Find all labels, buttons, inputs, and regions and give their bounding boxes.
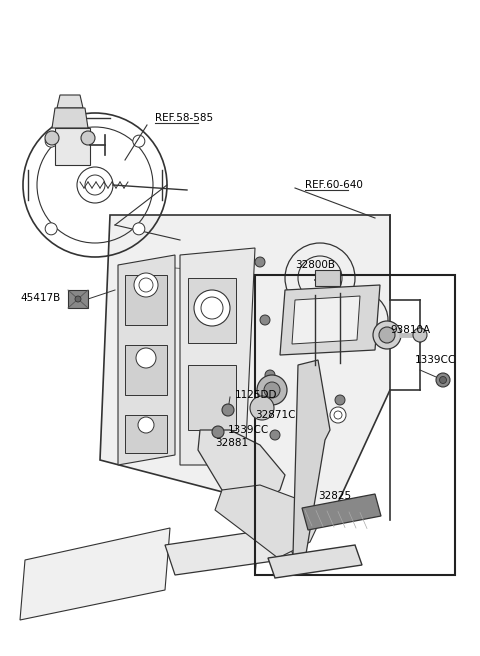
Circle shape <box>194 290 230 326</box>
Circle shape <box>45 135 57 147</box>
Text: 32871C: 32871C <box>255 410 296 420</box>
Text: 32881: 32881 <box>215 438 248 448</box>
Bar <box>188 365 236 430</box>
Text: 93810A: 93810A <box>390 325 430 335</box>
Polygon shape <box>55 128 90 165</box>
Circle shape <box>379 327 395 343</box>
Circle shape <box>265 370 275 380</box>
Circle shape <box>133 223 145 235</box>
Text: 32800B: 32800B <box>295 260 335 270</box>
Circle shape <box>134 273 158 297</box>
Circle shape <box>136 348 156 368</box>
Circle shape <box>45 223 57 235</box>
Bar <box>188 278 236 343</box>
Polygon shape <box>293 360 330 560</box>
Circle shape <box>330 407 346 423</box>
Circle shape <box>138 417 154 433</box>
Circle shape <box>45 131 59 145</box>
Polygon shape <box>52 108 88 128</box>
Circle shape <box>260 315 270 325</box>
Circle shape <box>373 321 401 349</box>
Bar <box>255 275 455 575</box>
Polygon shape <box>180 248 255 465</box>
Circle shape <box>133 135 145 147</box>
Polygon shape <box>118 255 175 465</box>
Circle shape <box>335 395 345 405</box>
Text: 32825: 32825 <box>318 491 351 501</box>
Circle shape <box>212 426 224 438</box>
Polygon shape <box>165 528 295 575</box>
Text: 1339CC: 1339CC <box>415 355 456 365</box>
Bar <box>315 270 340 286</box>
Polygon shape <box>268 545 362 578</box>
Polygon shape <box>280 285 380 355</box>
Circle shape <box>81 131 95 145</box>
Circle shape <box>413 328 427 342</box>
Bar <box>125 275 167 325</box>
Circle shape <box>264 382 280 398</box>
Text: REF.58-585: REF.58-585 <box>155 113 213 123</box>
Polygon shape <box>20 528 170 620</box>
Bar <box>125 415 167 453</box>
Bar <box>125 345 167 395</box>
Polygon shape <box>215 485 318 558</box>
Circle shape <box>222 404 234 416</box>
Circle shape <box>440 377 446 384</box>
Circle shape <box>257 375 287 405</box>
Polygon shape <box>68 290 88 308</box>
Circle shape <box>255 257 265 267</box>
Polygon shape <box>292 296 360 344</box>
Text: 1125DD: 1125DD <box>235 390 277 400</box>
Circle shape <box>250 396 274 420</box>
Circle shape <box>75 296 81 302</box>
Text: 1339CC: 1339CC <box>228 425 269 435</box>
Text: REF.60-640: REF.60-640 <box>305 180 363 190</box>
Polygon shape <box>57 95 83 108</box>
Polygon shape <box>198 430 285 510</box>
Circle shape <box>436 373 450 387</box>
Circle shape <box>270 430 280 440</box>
Polygon shape <box>302 494 381 530</box>
Polygon shape <box>100 215 390 520</box>
Text: 45417B: 45417B <box>20 293 60 303</box>
